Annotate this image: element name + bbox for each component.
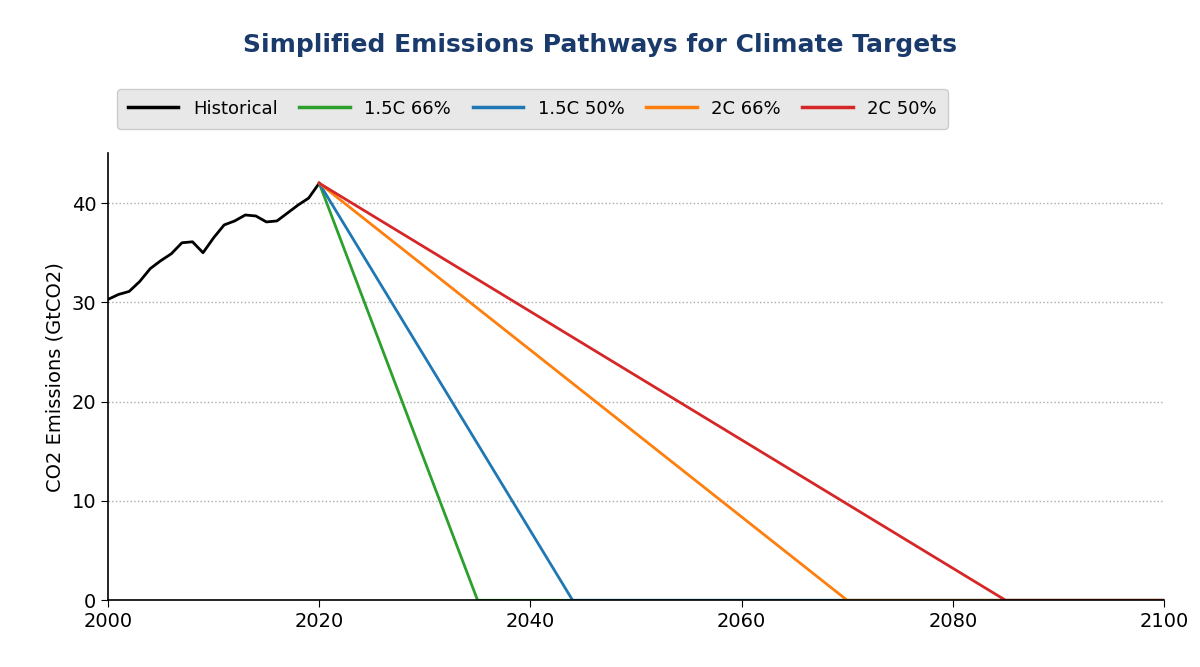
2C 66% — [312, 179, 326, 187]
Historical — [132, 277, 146, 285]
1.5C 50% — [312, 179, 326, 187]
Historical — [270, 217, 284, 225]
Historical — [248, 212, 263, 220]
Line: 2C 66%: 2C 66% — [319, 183, 1164, 600]
2C 50% — [1157, 596, 1171, 604]
Historical — [301, 194, 316, 202]
2C 66% — [1157, 596, 1171, 604]
Historical — [122, 287, 137, 295]
Historical — [164, 249, 179, 257]
Legend: Historical, 1.5C 66%, 1.5C 50%, 2C 66%, 2C 50%: Historical, 1.5C 66%, 1.5C 50%, 2C 66%, … — [118, 89, 948, 129]
Line: 2C 50%: 2C 50% — [319, 183, 1164, 600]
Historical — [281, 209, 295, 217]
Line: 1.5C 66%: 1.5C 66% — [319, 183, 1164, 600]
Line: Historical: Historical — [108, 183, 319, 299]
Line: 1.5C 50%: 1.5C 50% — [319, 183, 1164, 600]
Text: Simplified Emissions Pathways for Climate Targets: Simplified Emissions Pathways for Climat… — [242, 33, 958, 57]
1.5C 66% — [312, 179, 326, 187]
1.5C 50% — [565, 596, 580, 604]
1.5C 66% — [1157, 596, 1171, 604]
1.5C 50% — [1157, 596, 1171, 604]
Historical — [238, 211, 252, 219]
Historical — [312, 179, 326, 187]
Historical — [101, 295, 115, 303]
Historical — [290, 201, 305, 209]
2C 50% — [312, 179, 326, 187]
1.5C 66% — [470, 596, 485, 604]
2C 66% — [840, 596, 854, 604]
Historical — [185, 238, 199, 246]
Historical — [228, 217, 242, 225]
Historical — [112, 290, 126, 298]
Historical — [143, 265, 157, 273]
Historical — [175, 239, 190, 247]
Historical — [154, 257, 168, 265]
Historical — [217, 221, 232, 229]
Y-axis label: CO2 Emissions (GtCO2): CO2 Emissions (GtCO2) — [46, 262, 65, 492]
Historical — [196, 249, 210, 257]
Historical — [259, 218, 274, 226]
2C 50% — [998, 596, 1013, 604]
Historical — [206, 234, 221, 242]
